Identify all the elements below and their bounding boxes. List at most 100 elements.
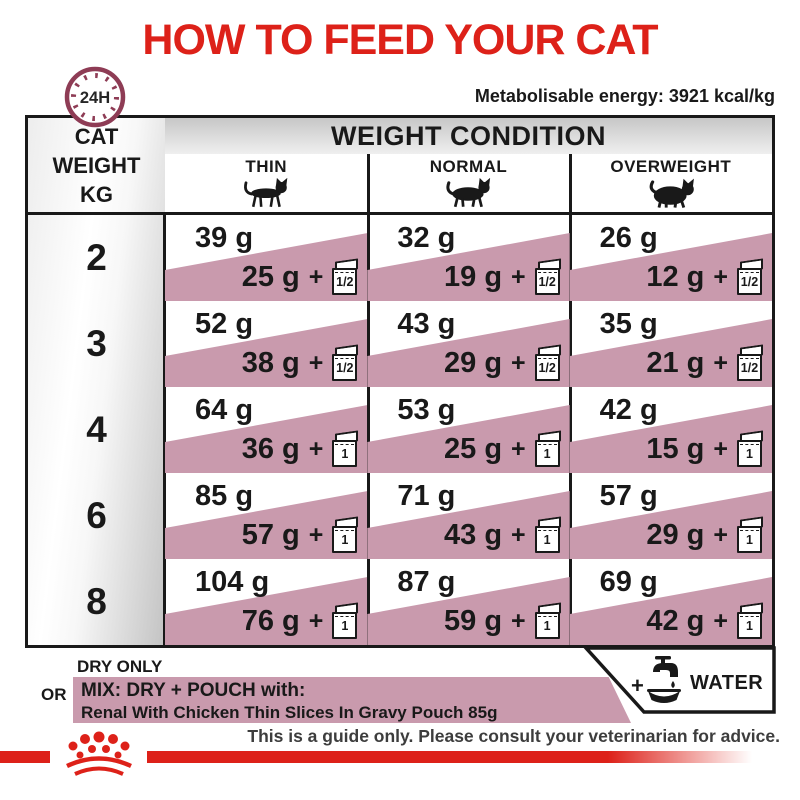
- dry-amount: 57 g: [599, 480, 658, 512]
- plus-sign: +: [713, 521, 728, 549]
- mix-amount: 76 g: [241, 605, 300, 637]
- plus-sign: +: [511, 435, 526, 463]
- mix-banner: MIX: DRY + POUCH with: Renal With Chicke…: [73, 677, 631, 723]
- table-row: 4 64 g 36 g + 1 53 g 25 g +: [28, 387, 772, 473]
- dry-amount: 69 g: [599, 566, 658, 598]
- mix-amount-row: 15 g + 1: [646, 430, 763, 468]
- feed-cell: 85 g 57 g + 1: [165, 473, 368, 559]
- header-separator-line: [28, 212, 772, 215]
- feeding-table: CAT WEIGHT KG WEIGHT CONDITION THIN: [25, 115, 775, 648]
- thin-cat-icon: [244, 177, 288, 207]
- pouch-icon: 1/2: [736, 258, 763, 296]
- dry-amount: 42 g: [599, 394, 658, 426]
- feed-cell: 42 g 15 g + 1: [569, 387, 772, 473]
- dry-amount: 32 g: [397, 222, 456, 254]
- plus-sign: +: [713, 263, 728, 291]
- feed-cell: 26 g 12 g + 1/2: [569, 215, 772, 301]
- table-row: 6 85 g 57 g + 1 71 g 43 g +: [28, 473, 772, 559]
- mix-amount-row: 57 g + 1: [241, 516, 359, 554]
- disclaimer-text: This is a guide only. Please consult you…: [247, 726, 780, 746]
- condition-thin-label: THIN: [245, 156, 287, 176]
- mix-amount: 43 g: [444, 519, 503, 551]
- pouch-fraction: 1: [543, 533, 551, 547]
- pouch-fraction: 1: [746, 533, 753, 547]
- pouch-icon: 1/2: [332, 258, 359, 296]
- mix-amount: 29 g: [444, 347, 503, 379]
- pouch-fraction: 1/2: [740, 275, 759, 289]
- pouch-icon: 1/2: [332, 344, 359, 382]
- dry-amount: 35 g: [599, 308, 658, 340]
- feed-cell: 87 g 59 g + 1: [367, 559, 570, 645]
- pouch-fraction: 1/2: [538, 275, 556, 289]
- pouch-icon: 1: [736, 516, 763, 554]
- condition-thin: THIN: [165, 154, 367, 212]
- dry-amount: 104 g: [195, 566, 270, 598]
- mix-amount-row: 36 g + 1: [242, 430, 359, 468]
- mix-amount: 12 g: [646, 261, 705, 293]
- plus-sign: +: [308, 607, 324, 635]
- pouch-fraction: 1/2: [740, 361, 759, 375]
- mix-amount: 25 g: [444, 433, 503, 465]
- cat-weight-value: 6: [86, 495, 107, 536]
- pouch-fraction: 1/2: [538, 361, 556, 375]
- pouch-fraction: 1: [341, 447, 349, 461]
- feed-cell: 53 g 25 g + 1: [367, 387, 570, 473]
- feed-cell: 71 g 43 g + 1: [367, 473, 570, 559]
- overweight-cat-icon: [649, 178, 694, 208]
- pouch-icon: 1: [534, 602, 561, 640]
- condition-normal-label: NORMAL: [429, 156, 508, 176]
- water-faucet-icon: [647, 656, 681, 703]
- mix-amount: 59 g: [444, 605, 503, 637]
- mix-amount: 42 g: [646, 605, 705, 637]
- plus-sign: +: [713, 349, 728, 377]
- table-row: 3 52 g 38 g + 1/2 43 g 29 g +: [28, 301, 772, 387]
- feed-cell: 39 g 25 g + 1/2: [165, 215, 368, 301]
- feed-cell: 35 g 21 g + 1/2: [569, 301, 772, 387]
- mix-amount: 21 g: [646, 347, 705, 379]
- pouch-fraction: 1: [543, 619, 551, 633]
- weight-column-background: [28, 118, 165, 645]
- pouch-fraction: 1: [341, 619, 349, 633]
- energy-note: Metabolisable energy: 3921 kcal/kg: [474, 86, 775, 106]
- normal-cat-icon: [446, 177, 491, 207]
- mix-amount: 38 g: [241, 347, 300, 379]
- mix-title: MIX: DRY + POUCH with:: [81, 680, 306, 701]
- condition-normal: NORMAL: [367, 154, 569, 212]
- dry-amount: 87 g: [397, 566, 456, 598]
- table-row: 2 39 g 25 g + 1/2 32 g 19 g +: [28, 215, 772, 301]
- mix-amount: 57 g: [241, 519, 300, 551]
- mix-amount-row: 43 g + 1: [444, 516, 561, 554]
- condition-subheader: THIN NORMAL: [165, 154, 772, 212]
- pouch-fraction: 1: [746, 447, 753, 461]
- column-divider: [367, 154, 370, 645]
- mix-amount: 25 g: [241, 261, 300, 293]
- weight-condition-header: WEIGHT CONDITION: [165, 118, 772, 154]
- cat-weight-value: 3: [86, 323, 107, 364]
- pouch-fraction: 1/2: [336, 361, 354, 375]
- dry-only-label: DRY ONLY: [77, 657, 163, 676]
- plus-sign: +: [511, 607, 526, 635]
- plus-sign: +: [308, 521, 324, 549]
- plus-sign: +: [713, 435, 728, 463]
- mix-amount-row: 42 g + 1: [646, 602, 763, 640]
- mix-amount: 29 g: [646, 519, 705, 551]
- water-callout-box: [582, 646, 776, 714]
- page-title: HOW TO FEED YOUR CAT: [142, 16, 658, 64]
- cat-weight-value: 8: [86, 581, 107, 622]
- feed-cell: 43 g 29 g + 1/2: [367, 301, 570, 387]
- column-divider: [569, 154, 572, 645]
- table-row: 8 104 g 76 g + 1 87 g 59 g +: [28, 559, 772, 645]
- plus-sign: +: [511, 263, 526, 291]
- pouch-icon: 1: [534, 516, 561, 554]
- feed-cell: 32 g 19 g + 1/2: [367, 215, 570, 301]
- feed-cell: 57 g 29 g + 1: [569, 473, 772, 559]
- dry-amount: 26 g: [599, 222, 658, 254]
- cat-weight-value: 2: [86, 237, 107, 278]
- dry-amount: 39 g: [195, 222, 254, 254]
- plus-sign: +: [308, 263, 324, 291]
- pouch-fraction: 1: [341, 533, 349, 547]
- dry-amount: 53 g: [397, 394, 456, 426]
- mix-amount-row: 12 g + 1/2: [646, 258, 763, 296]
- dry-amount: 85 g: [195, 480, 254, 512]
